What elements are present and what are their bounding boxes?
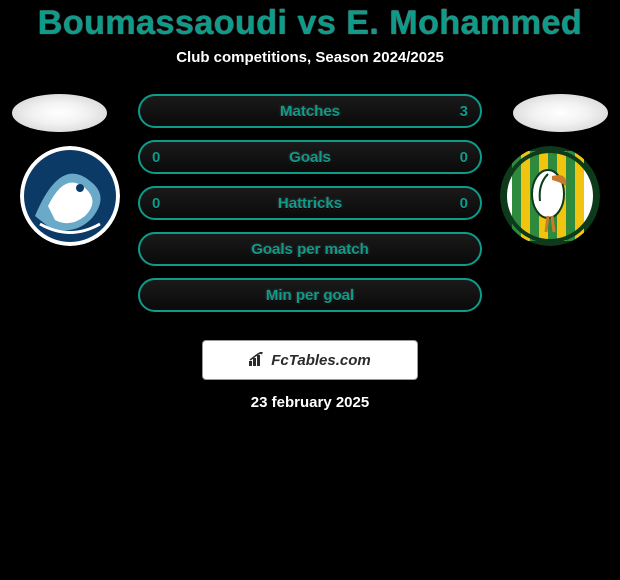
stat-rows: Matches 3 0 Goals 0 0 Hattricks 0 Goals … (138, 94, 482, 312)
player-right-oval (513, 94, 608, 132)
stat-label: Hattricks (278, 195, 342, 212)
stat-row: Matches 3 (138, 94, 482, 128)
source-badge: FcTables.com (202, 340, 418, 380)
stat-value-right: 0 (460, 188, 468, 218)
crest-right (500, 146, 600, 246)
chart-icon (249, 352, 267, 369)
stat-value-left: 0 (152, 142, 160, 172)
stat-row: Goals per match (138, 232, 482, 266)
fc-den-bosch-icon (20, 146, 120, 246)
player-left-oval (12, 94, 107, 132)
stat-label: Matches (280, 103, 340, 120)
stat-value-left: 0 (152, 188, 160, 218)
stat-label: Goals (289, 149, 331, 166)
source-badge-text: FcTables.com (271, 352, 370, 369)
crest-left (20, 146, 120, 246)
stat-label: Min per goal (266, 287, 354, 304)
date-label: 23 february 2025 (0, 394, 620, 411)
stat-label: Goals per match (251, 241, 369, 258)
ado-den-haag-icon (500, 146, 600, 246)
stat-value-right: 3 (460, 96, 468, 126)
stat-row: 0 Hattricks 0 (138, 186, 482, 220)
page-title: Boumassaoudi vs E. Mohammed (0, 4, 620, 43)
stat-value-right: 0 (460, 142, 468, 172)
stat-row: 0 Goals 0 (138, 140, 482, 174)
stat-row: Min per goal (138, 278, 482, 312)
comparison-stage: Matches 3 0 Goals 0 0 Hattricks 0 Goals … (0, 94, 620, 326)
season-subtitle: Club competitions, Season 2024/2025 (0, 49, 620, 66)
